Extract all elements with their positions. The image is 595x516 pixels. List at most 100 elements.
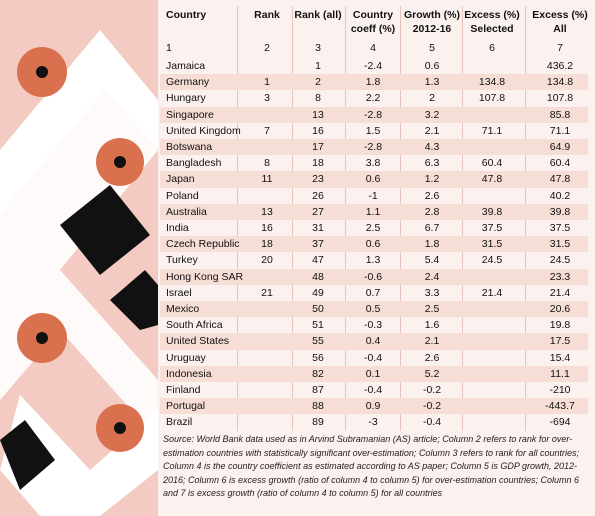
table-cell: 13 xyxy=(261,205,273,218)
table-cell: 134.8 xyxy=(478,76,506,89)
country-name: Indonesia xyxy=(166,367,212,380)
column-header: 2012-16 xyxy=(412,23,452,35)
row-stripe xyxy=(160,398,588,415)
country-name: Uruguay xyxy=(166,351,206,364)
table-cell: 0.1 xyxy=(365,367,381,380)
table-cell: 6.3 xyxy=(424,157,440,170)
table-cell: 3 xyxy=(264,92,270,105)
table-cell: -0.6 xyxy=(363,270,383,283)
table-cell: -3 xyxy=(368,416,378,429)
country-name: Jamaica xyxy=(166,60,206,72)
column-number: 6 xyxy=(489,42,495,54)
table-cell: 71.1 xyxy=(481,124,503,137)
table-cell: 0.6 xyxy=(365,238,381,251)
table-cell: 13 xyxy=(312,108,324,121)
table-cell: 1.3 xyxy=(365,254,381,267)
table-cell: 50 xyxy=(312,303,324,315)
table-cell: 56 xyxy=(312,351,324,364)
table-cell: 0.5 xyxy=(365,303,381,315)
table-cell: -0.2 xyxy=(422,400,442,413)
column-header: Growth (%) xyxy=(404,9,460,21)
table-cell: 2.1 xyxy=(424,335,440,348)
country-name: Germany xyxy=(166,76,210,89)
table-cell: -2.8 xyxy=(363,108,383,121)
table-cell: 31 xyxy=(312,222,324,234)
country-name: Australia xyxy=(166,205,207,218)
table-cell: 48 xyxy=(312,270,324,283)
table-cell: 16 xyxy=(261,222,273,234)
table-cell: 39.8 xyxy=(481,205,503,218)
row-stripe xyxy=(160,236,588,253)
table-cell: 24.5 xyxy=(549,254,571,267)
column-header: Rank (all) xyxy=(294,9,342,21)
column-header: Selected xyxy=(470,23,514,35)
table-cell: 82 xyxy=(312,367,324,380)
table-cell: 87 xyxy=(312,384,324,396)
table-cell: 21 xyxy=(261,286,273,299)
table-cell: 2 xyxy=(315,76,321,89)
table-cell: 49 xyxy=(312,286,324,299)
table-cell: 11 xyxy=(261,173,273,186)
table-cell: 5.2 xyxy=(424,367,440,380)
table-cell: -694 xyxy=(549,416,571,429)
table-cell: 4.3 xyxy=(424,141,440,153)
table-cell: -210 xyxy=(549,384,571,396)
row-stripe xyxy=(160,301,588,318)
table-cell: 31.5 xyxy=(549,238,571,251)
table-cell: 8 xyxy=(315,92,321,105)
country-name: Brazil xyxy=(166,416,193,429)
row-stripe xyxy=(160,333,588,350)
decoration xyxy=(0,0,158,516)
table-cell: 2.4 xyxy=(424,270,440,283)
country-name: Czech Republic xyxy=(166,238,240,251)
table-cell: -0.4 xyxy=(363,384,383,396)
table-cell: -0.4 xyxy=(363,351,383,364)
column-header: Excess (%) xyxy=(532,9,588,21)
table-cell: 27 xyxy=(312,205,324,218)
row-stripe xyxy=(160,74,588,91)
table-cell: 11.1 xyxy=(550,367,570,380)
table-cell: 134.8 xyxy=(546,76,574,89)
table-cell: 47.8 xyxy=(549,173,571,186)
country-name: Bangladesh xyxy=(166,157,222,170)
table-cell: 17.5 xyxy=(549,335,571,348)
table-cell: 0.9 xyxy=(365,400,381,413)
table-cell: 60.4 xyxy=(549,157,571,170)
column-header: Rank xyxy=(254,9,280,21)
table-cell: 0.4 xyxy=(365,335,381,348)
table-cell: 23 xyxy=(312,173,324,186)
table-cell: 39.8 xyxy=(549,205,571,218)
table-cell: 47.8 xyxy=(481,173,503,186)
table-cell: 2 xyxy=(429,92,435,105)
table-cell: 31.5 xyxy=(481,238,503,251)
table-cell: 0.6 xyxy=(424,60,440,72)
row-stripe xyxy=(160,106,588,123)
table-cell: 71.1 xyxy=(549,124,571,137)
table-cell: 2.6 xyxy=(424,189,440,202)
country-name: Finland xyxy=(166,384,201,396)
table-cell: 2.6 xyxy=(424,351,440,364)
table-cell: 0.6 xyxy=(365,173,381,186)
table-cell: 436.2 xyxy=(546,60,574,72)
table-cell: 1.5 xyxy=(365,124,381,137)
table-cell: 37.5 xyxy=(481,222,503,234)
country-name: Japan xyxy=(166,173,195,186)
table-cell: 21.4 xyxy=(549,286,571,299)
country-name: Portugal xyxy=(166,400,206,413)
column-number: 4 xyxy=(370,42,376,54)
table-cell: 37.5 xyxy=(549,222,571,234)
country-name: Botswana xyxy=(166,141,213,153)
row-stripe xyxy=(160,268,588,285)
table-cell: 40.2 xyxy=(549,189,571,202)
table-cell: 1.8 xyxy=(365,76,381,89)
table-cell: 8 xyxy=(264,157,270,170)
table-cell: 5.4 xyxy=(424,254,440,267)
country-name: United States xyxy=(166,335,230,348)
table-cell: 20 xyxy=(261,254,273,267)
table-cell: -2.8 xyxy=(363,141,383,153)
table-cell: 2.5 xyxy=(424,303,440,315)
row-stripe xyxy=(160,203,588,220)
column-header: coeff (%) xyxy=(350,23,396,35)
table-cell: 2.2 xyxy=(365,92,381,105)
